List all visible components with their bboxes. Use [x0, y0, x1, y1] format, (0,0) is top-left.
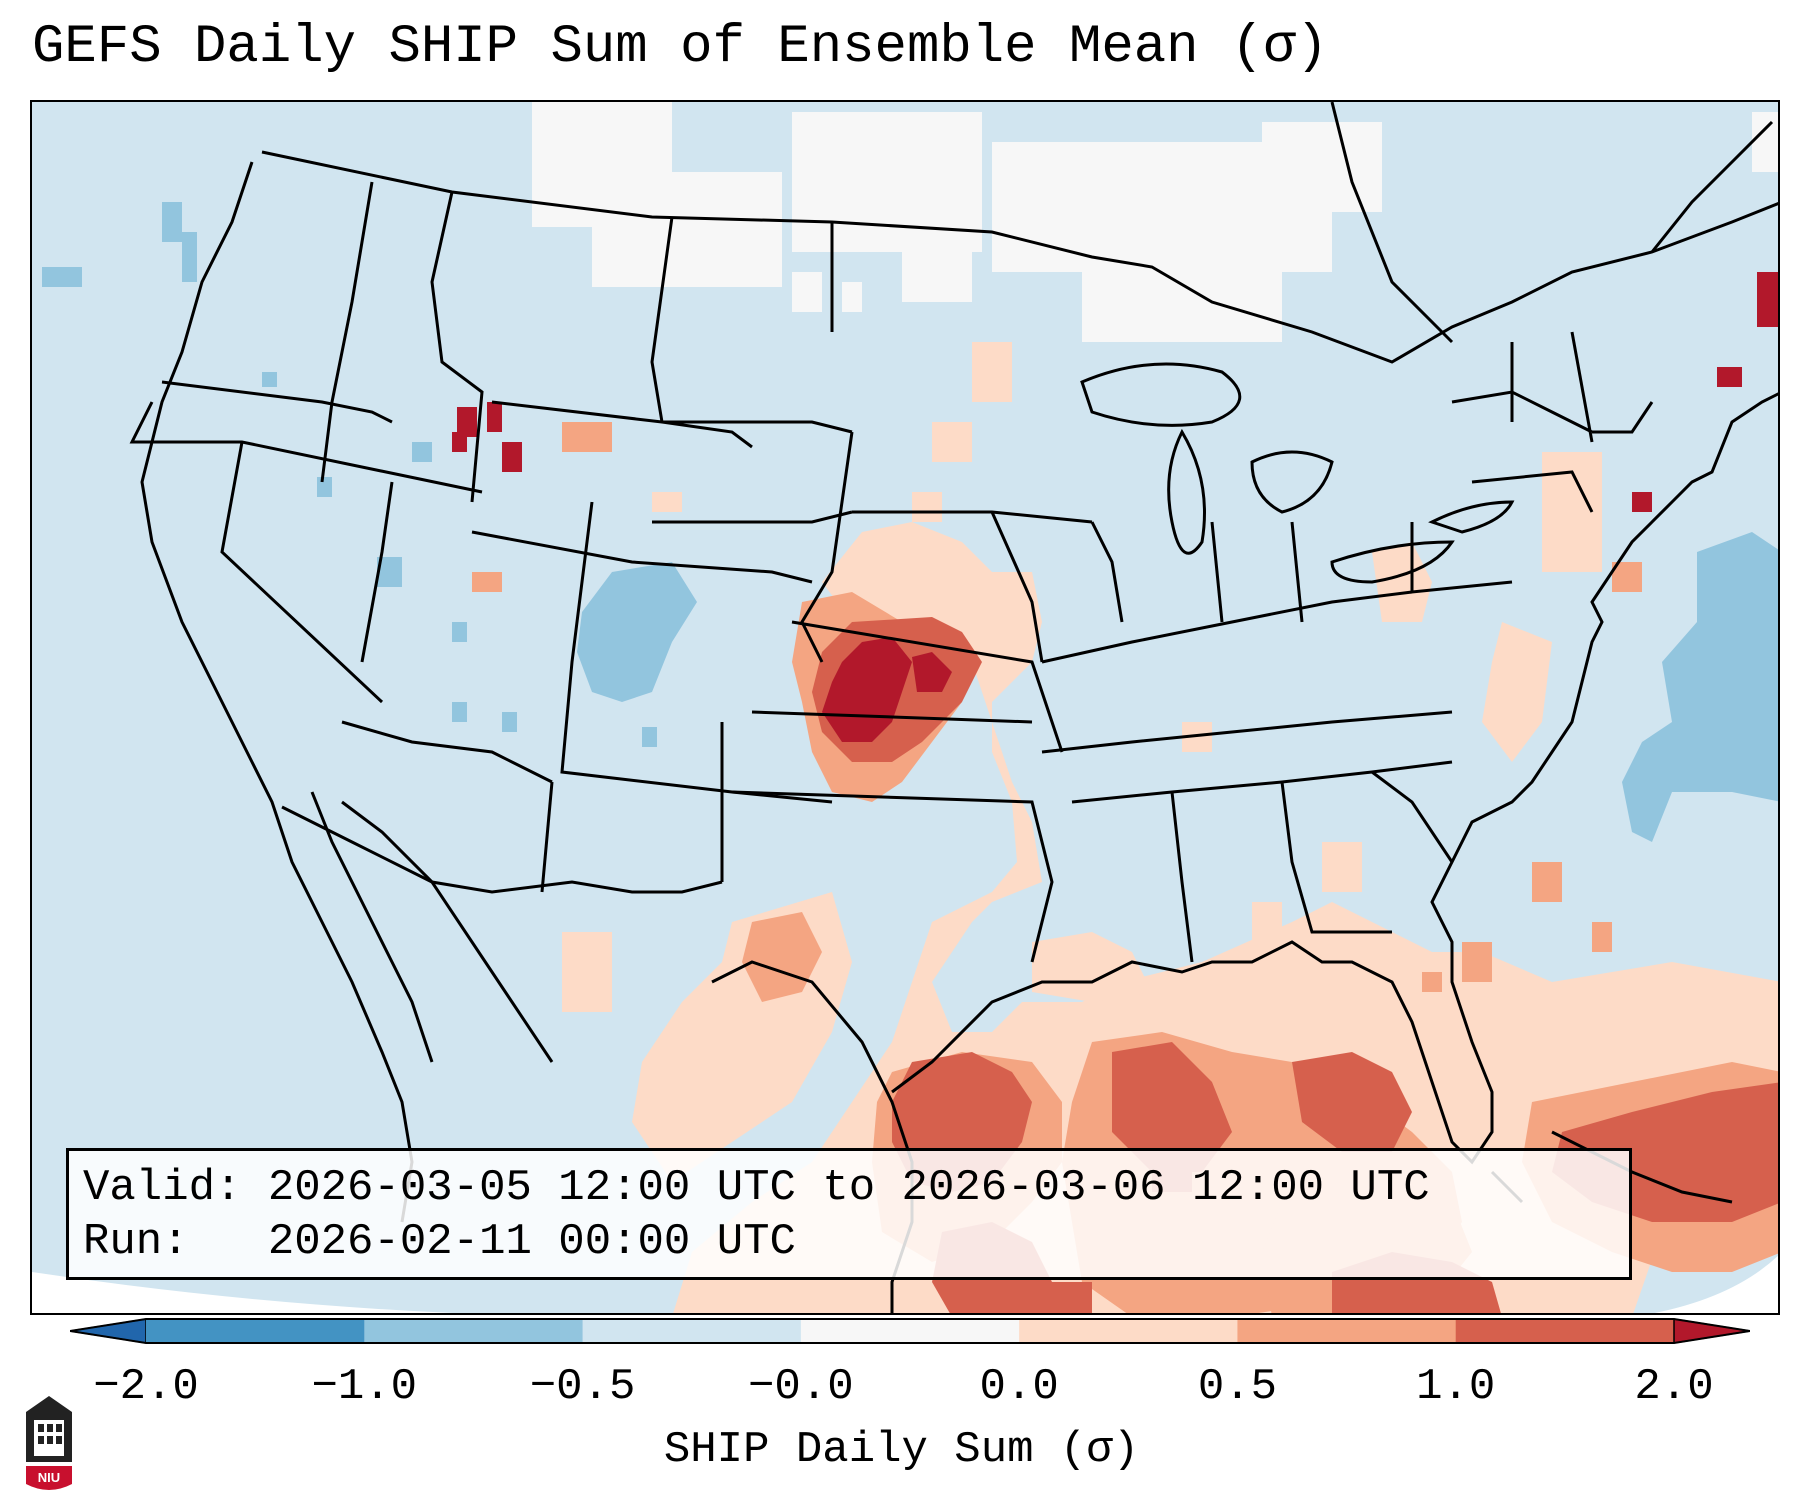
colorbar-tick-label: −2.0 — [93, 1362, 199, 1412]
colorbar-tick-label: 0.0 — [979, 1362, 1059, 1412]
run-label: Run: — [83, 1217, 189, 1267]
colorbar-tick-label: 1.0 — [1416, 1362, 1496, 1412]
ship-anomaly-map — [32, 102, 1778, 1313]
colorbar-label: SHIP Daily Sum (σ) — [663, 1425, 1140, 1475]
colorbar-segment — [582, 1319, 802, 1343]
map-panel — [30, 100, 1780, 1315]
colorbar-segment — [1237, 1319, 1457, 1343]
colorbar — [70, 1318, 1750, 1344]
valid-run-info-box: Valid: 2026-03-05 12:00 UTC to 2026-03-0… — [66, 1148, 1632, 1280]
svg-text:NIU: NIU — [38, 1470, 60, 1485]
political-boundaries — [129, 102, 1778, 1313]
valid-value: 2026-03-05 12:00 UTC to 2026-03-06 12:00… — [267, 1163, 1430, 1213]
colorbar-segment — [800, 1319, 1020, 1343]
colorbar-segment — [146, 1319, 365, 1343]
projection-edge-left — [32, 1272, 454, 1313]
colorbar-tick-label: 2.0 — [1634, 1362, 1714, 1412]
colorbar-outline — [70, 1318, 1750, 1344]
colorbar-extend-low — [70, 1318, 147, 1344]
colorbar-tick-label: 0.5 — [1197, 1362, 1278, 1412]
negative-anomaly-regions — [42, 202, 1778, 842]
university-shield-icon: NIU — [26, 1396, 72, 1490]
colorbar-segment — [1019, 1319, 1238, 1343]
colorbar-tick-label: −0.0 — [748, 1362, 854, 1412]
projection-edge-right — [1654, 1255, 1778, 1313]
colorbar-tick-label: −1.0 — [311, 1362, 418, 1412]
valid-row: Valid: 2026-03-05 12:00 UTC to 2026-03-0… — [83, 1161, 1629, 1215]
colorbar-segment — [364, 1319, 584, 1343]
colorbar-segment — [1455, 1319, 1675, 1343]
valid-label: Valid: — [83, 1163, 242, 1213]
colorbar-tick-label: −0.5 — [529, 1362, 636, 1412]
run-row: Run: 2026-02-11 00:00 UTC — [83, 1215, 1629, 1269]
run-value: 2026-02-11 00:00 UTC — [267, 1217, 796, 1267]
map-title: GEFS Daily SHIP Sum of Ensemble Mean (σ) — [32, 17, 1329, 78]
colorbar-extend-high — [1673, 1318, 1750, 1344]
